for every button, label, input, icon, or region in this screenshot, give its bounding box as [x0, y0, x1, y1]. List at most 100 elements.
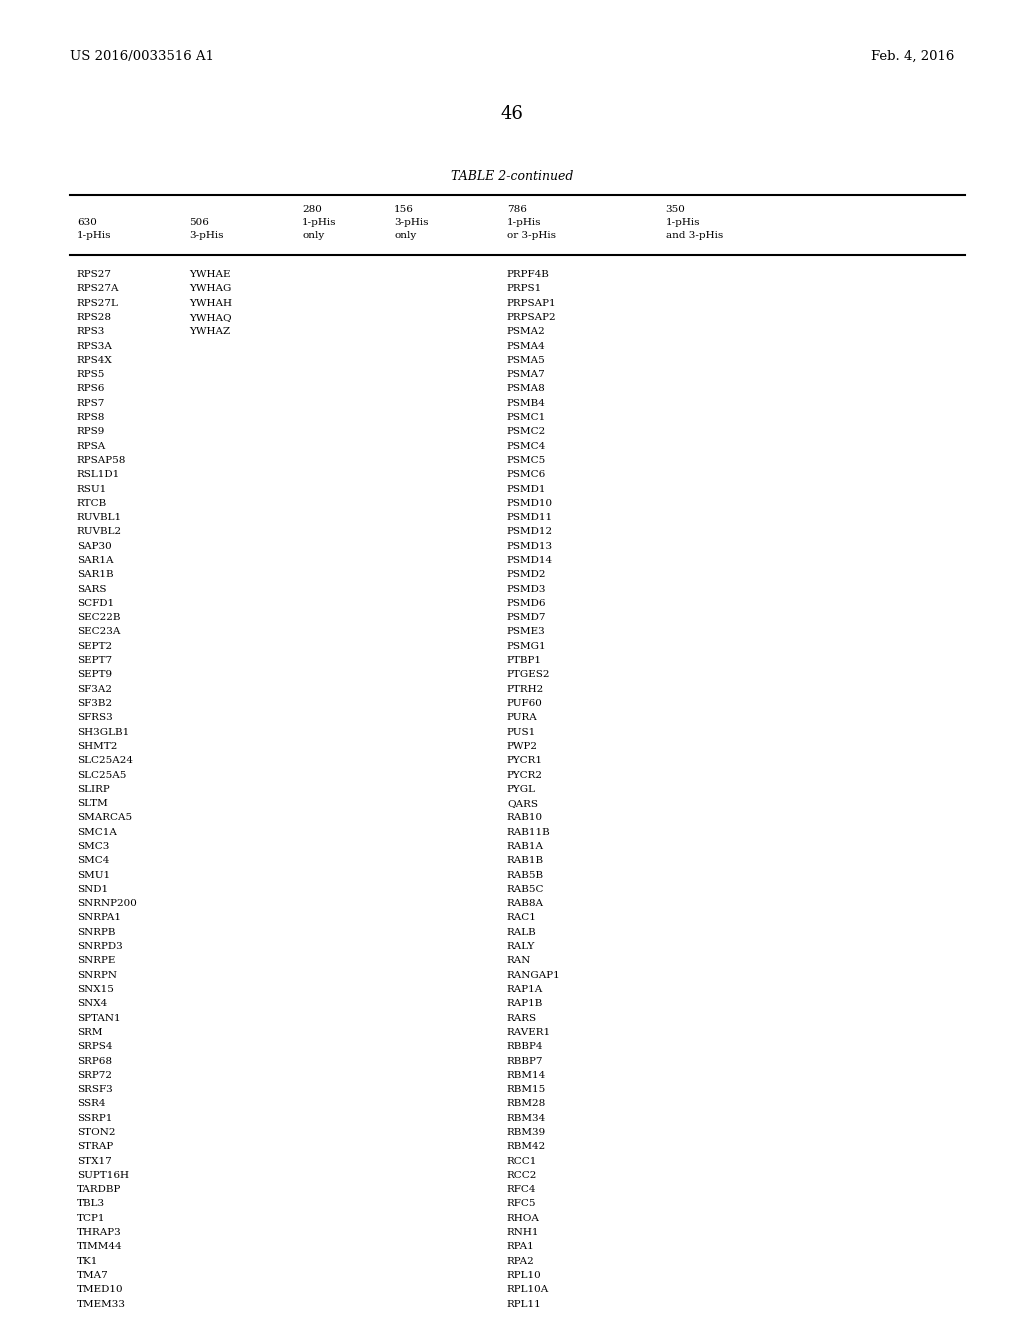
Text: SNX4: SNX4: [77, 999, 108, 1008]
Text: SEPT9: SEPT9: [77, 671, 112, 680]
Text: SF3A2: SF3A2: [77, 685, 112, 694]
Text: PYCR1: PYCR1: [507, 756, 543, 766]
Text: RPSA: RPSA: [77, 442, 106, 450]
Text: SRPS4: SRPS4: [77, 1043, 113, 1051]
Text: PSMC5: PSMC5: [507, 455, 546, 465]
Text: RBBP7: RBBP7: [507, 1056, 544, 1065]
Text: 1-pHis: 1-pHis: [666, 218, 700, 227]
Text: PSMC6: PSMC6: [507, 470, 546, 479]
Text: PSMD6: PSMD6: [507, 599, 547, 609]
Text: SNRPD3: SNRPD3: [77, 942, 123, 952]
Text: SH3GLB1: SH3GLB1: [77, 727, 129, 737]
Text: PSMC4: PSMC4: [507, 442, 546, 450]
Text: RHOA: RHOA: [507, 1214, 540, 1222]
Text: PSMD10: PSMD10: [507, 499, 553, 508]
Text: PSMD2: PSMD2: [507, 570, 547, 579]
Text: YWHAQ: YWHAQ: [189, 313, 232, 322]
Text: PSMD13: PSMD13: [507, 541, 553, 550]
Text: SRP72: SRP72: [77, 1071, 112, 1080]
Text: RAC1: RAC1: [507, 913, 537, 923]
Text: RPS3A: RPS3A: [77, 342, 113, 351]
Text: RAP1A: RAP1A: [507, 985, 543, 994]
Text: SLC25A24: SLC25A24: [77, 756, 133, 766]
Text: SAR1A: SAR1A: [77, 556, 114, 565]
Text: YWHAZ: YWHAZ: [189, 327, 230, 337]
Text: RPSAP58: RPSAP58: [77, 455, 126, 465]
Text: RBM39: RBM39: [507, 1129, 546, 1137]
Text: PSMD3: PSMD3: [507, 585, 547, 594]
Text: RBM34: RBM34: [507, 1114, 546, 1123]
Text: RAB8A: RAB8A: [507, 899, 544, 908]
Text: RSU1: RSU1: [77, 484, 108, 494]
Text: SNRPN: SNRPN: [77, 970, 117, 979]
Text: 786: 786: [507, 205, 526, 214]
Text: SSRP1: SSRP1: [77, 1114, 113, 1123]
Text: RAB11B: RAB11B: [507, 828, 551, 837]
Text: RPS27L: RPS27L: [77, 298, 119, 308]
Text: 156: 156: [394, 205, 414, 214]
Text: 1-pHis: 1-pHis: [77, 231, 112, 240]
Text: SF3B2: SF3B2: [77, 700, 112, 708]
Text: RPL10: RPL10: [507, 1271, 542, 1280]
Text: RSL1D1: RSL1D1: [77, 470, 120, 479]
Text: RPS3: RPS3: [77, 327, 105, 337]
Text: RAB10: RAB10: [507, 813, 543, 822]
Text: TIMM44: TIMM44: [77, 1242, 123, 1251]
Text: RPL10A: RPL10A: [507, 1286, 549, 1295]
Text: PRPF4B: PRPF4B: [507, 271, 550, 279]
Text: PSMC1: PSMC1: [507, 413, 546, 422]
Text: RUVBL1: RUVBL1: [77, 513, 122, 523]
Text: SNRPB: SNRPB: [77, 928, 116, 937]
Text: RPS5: RPS5: [77, 370, 105, 379]
Text: PSMD11: PSMD11: [507, 513, 553, 523]
Text: RANGAP1: RANGAP1: [507, 970, 560, 979]
Text: RAB5C: RAB5C: [507, 884, 545, 894]
Text: SEPT7: SEPT7: [77, 656, 112, 665]
Text: RBM15: RBM15: [507, 1085, 546, 1094]
Text: RPS8: RPS8: [77, 413, 105, 422]
Text: STON2: STON2: [77, 1129, 116, 1137]
Text: only: only: [302, 231, 325, 240]
Text: PRPSAP2: PRPSAP2: [507, 313, 556, 322]
Text: SMC1A: SMC1A: [77, 828, 117, 837]
Text: SMC4: SMC4: [77, 857, 110, 866]
Text: RFC5: RFC5: [507, 1200, 537, 1209]
Text: SHMT2: SHMT2: [77, 742, 117, 751]
Text: PYCR2: PYCR2: [507, 771, 543, 780]
Text: SLTM: SLTM: [77, 799, 108, 808]
Text: SEPT2: SEPT2: [77, 642, 112, 651]
Text: 630: 630: [77, 218, 96, 227]
Text: PSMD14: PSMD14: [507, 556, 553, 565]
Text: QARS: QARS: [507, 799, 538, 808]
Text: RAB5B: RAB5B: [507, 871, 544, 879]
Text: RPS4X: RPS4X: [77, 356, 113, 364]
Text: PSMB4: PSMB4: [507, 399, 546, 408]
Text: YWHAH: YWHAH: [189, 298, 232, 308]
Text: PRPSAP1: PRPSAP1: [507, 298, 556, 308]
Text: RFC4: RFC4: [507, 1185, 537, 1195]
Text: RTCB: RTCB: [77, 499, 108, 508]
Text: TARDBP: TARDBP: [77, 1185, 121, 1195]
Text: SND1: SND1: [77, 884, 108, 894]
Text: RPS6: RPS6: [77, 384, 105, 393]
Text: and 3-pHis: and 3-pHis: [666, 231, 723, 240]
Text: SRSF3: SRSF3: [77, 1085, 113, 1094]
Text: SEC22B: SEC22B: [77, 614, 120, 622]
Text: TK1: TK1: [77, 1257, 98, 1266]
Text: RAB1A: RAB1A: [507, 842, 544, 851]
Text: SNRNP200: SNRNP200: [77, 899, 136, 908]
Text: PSMA7: PSMA7: [507, 370, 546, 379]
Text: PSMD1: PSMD1: [507, 484, 547, 494]
Text: RAN: RAN: [507, 957, 531, 965]
Text: RPL11: RPL11: [507, 1300, 542, 1308]
Text: PSMA8: PSMA8: [507, 384, 546, 393]
Text: PSMA5: PSMA5: [507, 356, 546, 364]
Text: SNRPE: SNRPE: [77, 957, 115, 965]
Text: only: only: [394, 231, 417, 240]
Text: RPS27A: RPS27A: [77, 284, 120, 293]
Text: TMEM33: TMEM33: [77, 1300, 126, 1308]
Text: PSMD7: PSMD7: [507, 614, 547, 622]
Text: 1-pHis: 1-pHis: [302, 218, 337, 227]
Text: 506: 506: [189, 218, 209, 227]
Text: PSMA4: PSMA4: [507, 342, 546, 351]
